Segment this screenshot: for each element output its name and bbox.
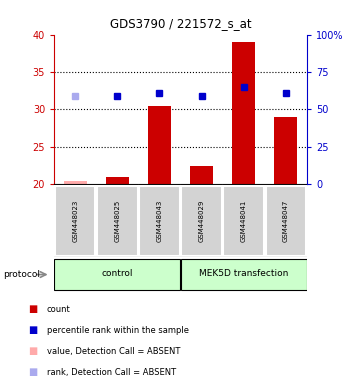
Bar xyxy=(190,166,213,184)
Bar xyxy=(97,186,138,256)
Text: percentile rank within the sample: percentile rank within the sample xyxy=(47,326,189,335)
Bar xyxy=(180,259,307,290)
Text: value, Detection Call = ABSENT: value, Detection Call = ABSENT xyxy=(47,347,180,356)
Bar xyxy=(106,177,129,184)
Bar xyxy=(54,259,180,290)
Bar xyxy=(266,186,306,256)
Text: GSM448041: GSM448041 xyxy=(241,200,247,242)
Text: count: count xyxy=(47,305,71,314)
Text: rank, Detection Call = ABSENT: rank, Detection Call = ABSENT xyxy=(47,368,176,377)
Bar xyxy=(139,186,180,256)
Text: protocol: protocol xyxy=(4,270,40,279)
Text: GDS3790 / 221572_s_at: GDS3790 / 221572_s_at xyxy=(110,17,251,30)
Bar xyxy=(223,186,264,256)
Text: GSM448047: GSM448047 xyxy=(283,200,289,242)
Text: ■: ■ xyxy=(28,346,37,356)
Text: GSM448023: GSM448023 xyxy=(72,200,78,242)
Text: ■: ■ xyxy=(28,325,37,335)
Bar xyxy=(148,106,171,184)
Text: MEK5D transfection: MEK5D transfection xyxy=(199,269,288,278)
Text: ■: ■ xyxy=(28,304,37,314)
Bar xyxy=(274,117,297,184)
Text: GSM448025: GSM448025 xyxy=(114,200,120,242)
Bar xyxy=(64,180,87,184)
Bar xyxy=(232,42,255,184)
Text: control: control xyxy=(101,269,133,278)
Text: GSM448029: GSM448029 xyxy=(199,200,205,242)
Bar xyxy=(181,186,222,256)
Text: GSM448043: GSM448043 xyxy=(156,200,162,242)
Text: ■: ■ xyxy=(28,367,37,377)
Bar xyxy=(55,186,95,256)
